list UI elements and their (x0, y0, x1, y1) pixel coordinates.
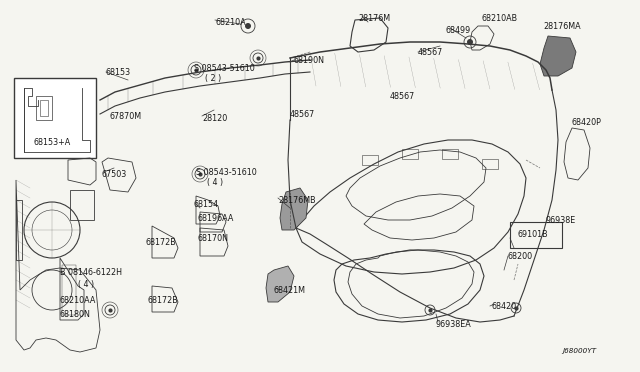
Text: 68420P: 68420P (572, 118, 602, 127)
Text: 68154: 68154 (194, 200, 219, 209)
Text: 48567: 48567 (290, 110, 316, 119)
Bar (482, 159, 498, 169)
Circle shape (467, 39, 473, 45)
Text: 68210A: 68210A (215, 18, 246, 27)
Text: ( 2 ): ( 2 ) (205, 74, 221, 83)
Text: 68172B: 68172B (146, 238, 177, 247)
Bar (442, 149, 458, 159)
Bar (402, 149, 418, 159)
Text: 68196AA: 68196AA (198, 214, 234, 223)
Polygon shape (280, 188, 308, 230)
Text: S 08543-51610: S 08543-51610 (194, 64, 255, 73)
Text: 69101B: 69101B (518, 230, 548, 239)
Text: 68421M: 68421M (274, 286, 306, 295)
Text: 68210AB: 68210AB (482, 14, 518, 23)
Text: ( 4 ): ( 4 ) (207, 178, 223, 187)
Text: 28176MA: 28176MA (543, 22, 580, 31)
Circle shape (245, 23, 251, 29)
Text: B 08146-6122H: B 08146-6122H (60, 268, 122, 277)
Text: 48567: 48567 (390, 92, 415, 101)
Text: 28120: 28120 (202, 114, 227, 123)
Text: 68153+A: 68153+A (33, 138, 70, 147)
Text: 68153: 68153 (106, 68, 131, 77)
Text: 48567: 48567 (418, 48, 444, 57)
Bar (510, 222, 562, 248)
Text: 96938EA: 96938EA (436, 320, 472, 329)
Text: 68420: 68420 (492, 302, 517, 311)
Text: 67503: 67503 (102, 170, 127, 179)
Text: 68180N: 68180N (60, 310, 91, 319)
Bar (14, 78, 96, 158)
Text: 68172B: 68172B (148, 296, 179, 305)
Text: 68170N: 68170N (198, 234, 229, 243)
Polygon shape (540, 36, 576, 76)
Text: S 08543-51610: S 08543-51610 (196, 168, 257, 177)
Text: 28176M: 28176M (358, 14, 390, 23)
Text: J68000YT: J68000YT (562, 348, 596, 354)
Text: 68499: 68499 (445, 26, 470, 35)
Text: ( 4 ): ( 4 ) (78, 280, 94, 289)
Text: 68190N: 68190N (294, 56, 325, 65)
Text: 28176MB: 28176MB (278, 196, 316, 205)
Text: 68210AA: 68210AA (60, 296, 97, 305)
Text: 67870M: 67870M (109, 112, 141, 121)
Text: 68200: 68200 (508, 252, 533, 261)
Text: 96938E: 96938E (546, 216, 576, 225)
Bar (362, 155, 378, 165)
Polygon shape (266, 266, 294, 302)
